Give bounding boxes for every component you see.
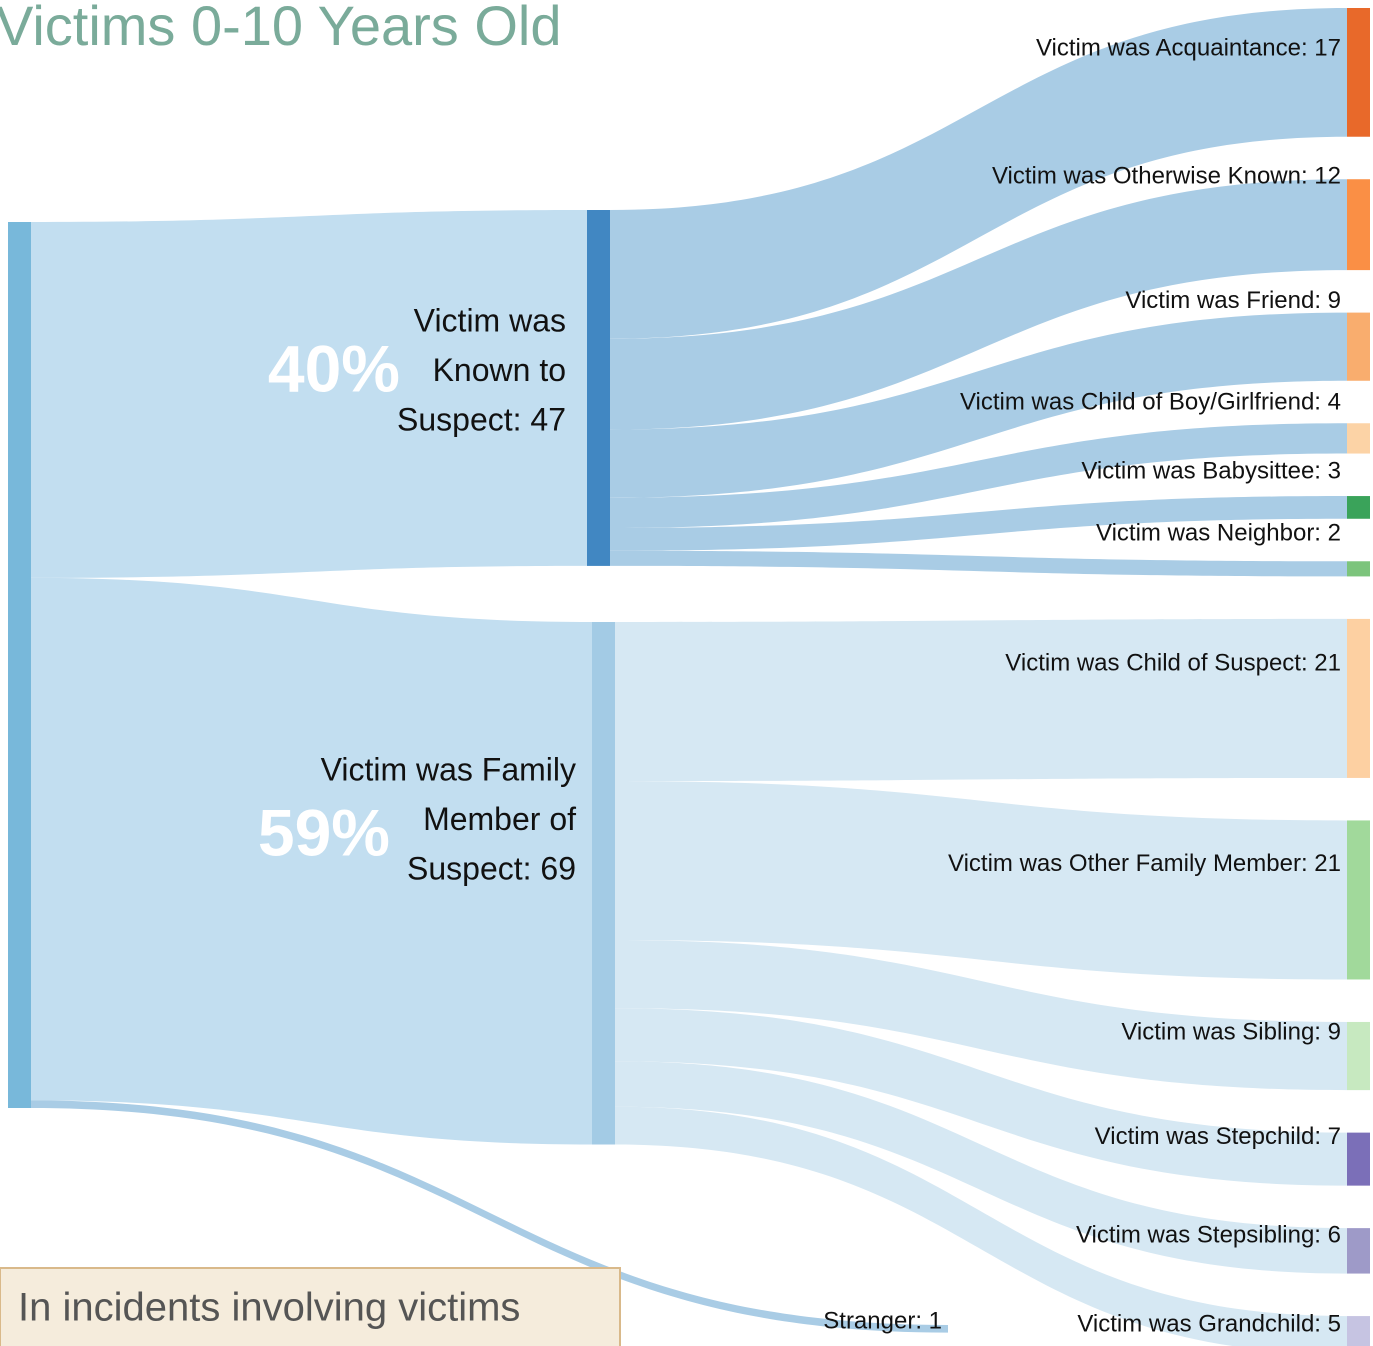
node-label: Victim was Otherwise Known: 12 — [992, 163, 1341, 190]
node — [1347, 618, 1370, 778]
node-label: Victim was Friend: 9 — [1125, 287, 1341, 314]
node-label: Victim was Child of Boy/Girlfriend: 4 — [960, 389, 1341, 416]
link — [610, 312, 1347, 498]
link — [615, 940, 1347, 1091]
link — [615, 1008, 1347, 1186]
node — [587, 210, 610, 566]
node-label-line: Victim was — [414, 302, 566, 338]
links — [31, 8, 1347, 1346]
node-label-line: Known to — [433, 352, 566, 388]
share-label: 59% — [258, 795, 390, 869]
node — [1347, 179, 1370, 271]
share-label: 40% — [268, 331, 400, 405]
node — [1347, 1021, 1370, 1091]
node — [8, 222, 31, 1108]
node — [1347, 423, 1370, 454]
node-label-line: Victim was Family — [321, 751, 576, 787]
node-label: Victim was Sibling: 9 — [1121, 1018, 1341, 1045]
node-label: Victim was Other Family Member: 21 — [948, 850, 1341, 877]
chart-title: Victims 0-10 Years Old — [0, 0, 561, 57]
node — [1347, 1132, 1370, 1186]
nodes — [8, 8, 1370, 1346]
node-label-line: Member of — [423, 801, 576, 837]
node-label: Victim was Child of Suspect: 21 — [1005, 649, 1341, 676]
node-label: Victim was Stepchild: 7 — [1095, 1123, 1341, 1150]
node — [1347, 561, 1370, 577]
node — [1347, 1228, 1370, 1274]
node-label: Victim was Acquaintance: 17 — [1036, 34, 1341, 61]
link — [615, 1061, 1347, 1274]
link — [31, 210, 587, 578]
link — [610, 423, 1347, 529]
note: In incidents involving victims — [18, 1286, 520, 1330]
link — [615, 1106, 1347, 1346]
link — [610, 8, 1347, 339]
note-box — [0, 1267, 621, 1346]
node-label: Victim was Stepsibling: 6 — [1076, 1221, 1341, 1248]
node — [1347, 496, 1370, 519]
node-label: Victim was Babysittee: 3 — [1081, 457, 1341, 484]
node-label: Stranger: 1 — [823, 1307, 942, 1334]
link — [31, 1100, 948, 1333]
link — [615, 781, 1347, 980]
node — [1347, 820, 1370, 980]
link — [31, 577, 592, 1145]
link — [610, 550, 1347, 577]
node — [1347, 8, 1370, 137]
node-label: Victim was Neighbor: 2 — [1096, 520, 1341, 547]
node-label: Victim was Grandchild: 5 — [1077, 1310, 1341, 1337]
node — [1347, 312, 1370, 381]
node — [1347, 1316, 1370, 1346]
link — [615, 618, 1347, 782]
link — [610, 496, 1347, 551]
node — [592, 622, 615, 1145]
node-label-line: Suspect: 47 — [397, 401, 566, 437]
node-label-line: Suspect: 69 — [407, 850, 576, 886]
link — [610, 179, 1347, 430]
